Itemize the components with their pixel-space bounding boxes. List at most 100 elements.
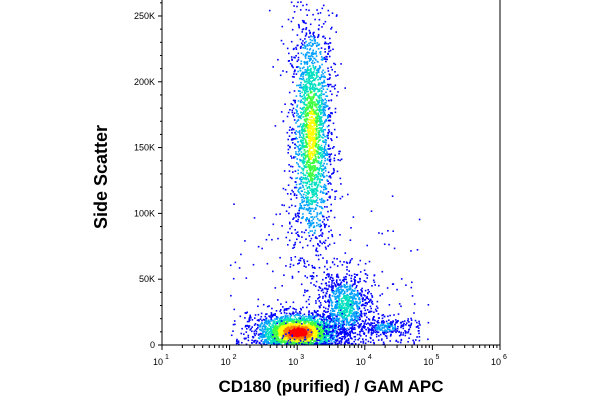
event-point bbox=[314, 39, 316, 41]
event-point bbox=[320, 113, 322, 115]
event-point bbox=[341, 328, 343, 330]
event-point bbox=[313, 284, 315, 286]
event-point bbox=[293, 323, 296, 326]
event-point bbox=[323, 167, 326, 170]
event-point bbox=[333, 321, 336, 324]
event-point bbox=[325, 332, 328, 334]
event-point bbox=[312, 170, 314, 173]
event-point bbox=[287, 333, 290, 335]
event-point bbox=[302, 145, 304, 147]
event-point bbox=[313, 339, 316, 342]
event-point bbox=[281, 225, 283, 227]
event-point bbox=[330, 131, 333, 134]
event-point bbox=[287, 341, 290, 343]
event-point bbox=[305, 61, 307, 64]
event-point bbox=[273, 321, 275, 324]
event-point bbox=[318, 117, 321, 120]
event-point bbox=[299, 307, 302, 310]
event-point bbox=[316, 137, 319, 139]
event-point bbox=[322, 99, 325, 102]
event-point bbox=[316, 130, 318, 132]
event-point bbox=[282, 341, 285, 343]
event-point bbox=[310, 102, 312, 105]
event-point bbox=[253, 324, 256, 326]
event-point bbox=[305, 80, 308, 82]
event-point bbox=[282, 340, 284, 342]
event-point bbox=[296, 328, 299, 330]
event-point bbox=[308, 303, 310, 305]
event-point bbox=[313, 175, 315, 178]
event-point bbox=[284, 317, 286, 319]
event-point bbox=[333, 85, 335, 88]
event-point bbox=[315, 247, 318, 250]
event-point bbox=[306, 196, 308, 199]
event-point bbox=[281, 334, 284, 337]
event-point bbox=[323, 192, 325, 194]
event-point bbox=[274, 318, 276, 320]
event-point bbox=[320, 154, 322, 157]
event-point bbox=[291, 189, 293, 192]
event-point bbox=[327, 131, 329, 134]
event-point bbox=[272, 335, 274, 338]
event-point bbox=[325, 84, 327, 87]
event-point bbox=[303, 262, 306, 265]
event-point bbox=[298, 26, 300, 29]
event-point bbox=[327, 43, 330, 45]
event-point bbox=[318, 212, 321, 215]
event-point bbox=[319, 129, 321, 132]
event-point bbox=[321, 59, 324, 61]
event-point bbox=[323, 185, 325, 188]
event-point bbox=[330, 331, 333, 334]
event-point bbox=[316, 114, 318, 117]
event-point bbox=[316, 100, 319, 102]
event-point bbox=[300, 190, 303, 192]
event-point bbox=[339, 311, 342, 314]
event-point bbox=[312, 55, 314, 58]
event-point bbox=[291, 337, 294, 340]
event-point bbox=[297, 321, 299, 323]
event-point bbox=[296, 153, 298, 155]
event-point bbox=[300, 141, 303, 143]
event-point bbox=[311, 333, 313, 335]
event-point bbox=[287, 323, 290, 325]
event-point bbox=[319, 124, 322, 126]
event-point bbox=[316, 224, 318, 227]
event-point bbox=[335, 15, 338, 17]
event-point bbox=[284, 322, 286, 324]
event-point bbox=[245, 343, 248, 346]
event-point bbox=[301, 201, 304, 203]
event-point bbox=[308, 218, 310, 220]
event-point bbox=[300, 217, 303, 219]
event-point bbox=[304, 107, 307, 110]
event-point bbox=[311, 180, 313, 182]
event-point bbox=[268, 342, 271, 344]
event-point bbox=[306, 317, 308, 320]
event-point bbox=[306, 163, 308, 165]
event-point bbox=[279, 329, 281, 331]
event-point bbox=[328, 124, 330, 127]
event-point bbox=[322, 278, 324, 281]
event-point bbox=[310, 315, 313, 318]
event-point bbox=[325, 95, 327, 97]
event-point bbox=[341, 306, 343, 308]
event-point bbox=[323, 79, 325, 82]
event-point bbox=[299, 158, 301, 161]
event-point bbox=[300, 147, 303, 150]
event-point bbox=[289, 126, 291, 129]
event-point bbox=[270, 320, 272, 322]
event-point bbox=[309, 104, 312, 106]
event-point bbox=[280, 340, 282, 342]
event-point bbox=[259, 335, 261, 338]
event-point bbox=[312, 51, 314, 54]
event-point bbox=[313, 86, 315, 89]
event-point bbox=[291, 132, 293, 134]
event-point bbox=[311, 137, 314, 140]
event-point bbox=[329, 154, 331, 156]
event-point bbox=[313, 342, 315, 345]
event-point bbox=[346, 273, 348, 275]
event-point bbox=[290, 40, 293, 43]
event-point bbox=[306, 51, 309, 53]
event-point bbox=[297, 163, 299, 166]
event-point bbox=[305, 22, 307, 25]
event-point bbox=[336, 304, 339, 306]
